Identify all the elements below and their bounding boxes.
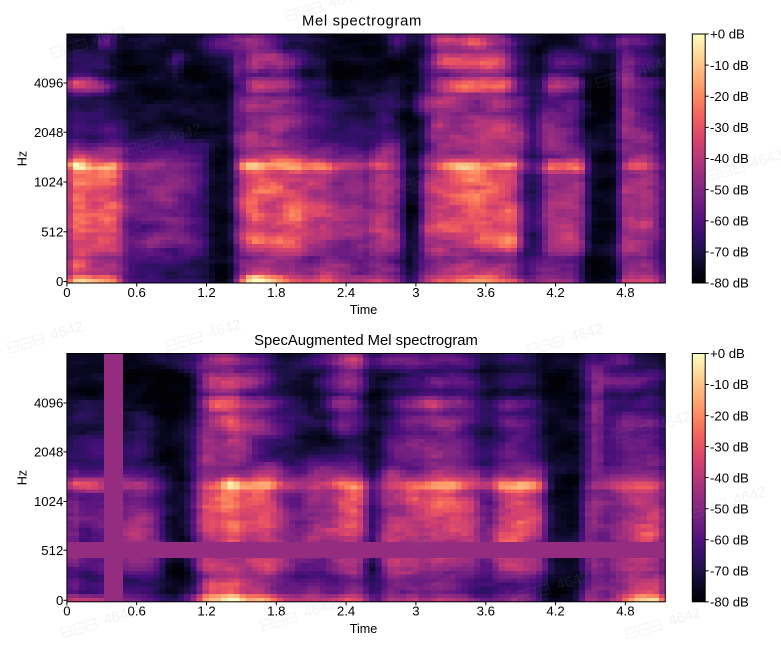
svg-text:0: 0 <box>63 285 70 300</box>
svg-text:-70 dB: -70 dB <box>710 245 749 260</box>
svg-text:-40 dB: -40 dB <box>710 151 749 166</box>
svg-text:-60 dB: -60 dB <box>710 213 749 228</box>
svg-text:0.6: 0.6 <box>128 285 146 300</box>
svg-text:1.8: 1.8 <box>267 604 285 619</box>
svg-text:-20 dB: -20 dB <box>710 408 749 423</box>
svg-text:-80 dB: -80 dB <box>710 595 749 610</box>
svg-text:3: 3 <box>412 285 419 300</box>
svg-text:2048: 2048 <box>34 445 63 460</box>
svg-text:2.4: 2.4 <box>337 285 355 300</box>
svg-text:-60 dB: -60 dB <box>710 532 749 547</box>
svg-text:512: 512 <box>41 543 63 558</box>
svg-text:4096: 4096 <box>34 396 63 411</box>
svg-text:-40 dB: -40 dB <box>710 470 749 485</box>
svg-text:-50 dB: -50 dB <box>710 501 749 516</box>
svg-text:+0 dB: +0 dB <box>710 346 745 361</box>
svg-text:4.8: 4.8 <box>616 285 634 300</box>
svg-text:Hz: Hz <box>16 151 30 166</box>
svg-text:1.2: 1.2 <box>197 285 215 300</box>
svg-text:-50 dB: -50 dB <box>710 182 749 197</box>
svg-text:-20 dB: -20 dB <box>710 89 749 104</box>
svg-text:1024: 1024 <box>34 494 63 509</box>
svg-text:Mel spectrogram: Mel spectrogram <box>302 14 422 30</box>
svg-text:0: 0 <box>56 274 63 289</box>
svg-text:4096: 4096 <box>34 76 63 91</box>
svg-text:1.8: 1.8 <box>267 285 285 300</box>
svg-text:SpecAugmented Mel spectrogram: SpecAugmented Mel spectrogram <box>254 333 478 349</box>
svg-text:1024: 1024 <box>34 175 63 190</box>
svg-text:-10 dB: -10 dB <box>710 58 749 73</box>
svg-text:-30 dB: -30 dB <box>710 439 749 454</box>
svg-text:3: 3 <box>412 604 419 619</box>
svg-text:512: 512 <box>41 225 63 240</box>
svg-text:3.6: 3.6 <box>477 285 495 300</box>
svg-text:Time: Time <box>350 303 378 317</box>
svg-text:+0 dB: +0 dB <box>710 27 745 42</box>
svg-text:-10 dB: -10 dB <box>710 377 749 392</box>
svg-text:-30 dB: -30 dB <box>710 120 749 135</box>
svg-text:4.8: 4.8 <box>616 604 634 619</box>
svg-text:0: 0 <box>56 593 63 608</box>
svg-text:4642: 4642 <box>326 0 363 12</box>
svg-text:-70 dB: -70 dB <box>710 564 749 579</box>
svg-text:Time: Time <box>350 622 378 636</box>
svg-text:4.2: 4.2 <box>546 285 564 300</box>
svg-text:3.6: 3.6 <box>477 604 495 619</box>
svg-text:2.4: 2.4 <box>337 604 355 619</box>
svg-text:0: 0 <box>63 604 70 619</box>
svg-text:1.2: 1.2 <box>197 604 215 619</box>
svg-text:2048: 2048 <box>34 125 63 140</box>
svg-text:4.2: 4.2 <box>546 604 564 619</box>
svg-text:0.6: 0.6 <box>128 604 146 619</box>
svg-text:Hz: Hz <box>16 470 30 485</box>
svg-text:-80 dB: -80 dB <box>710 276 749 291</box>
